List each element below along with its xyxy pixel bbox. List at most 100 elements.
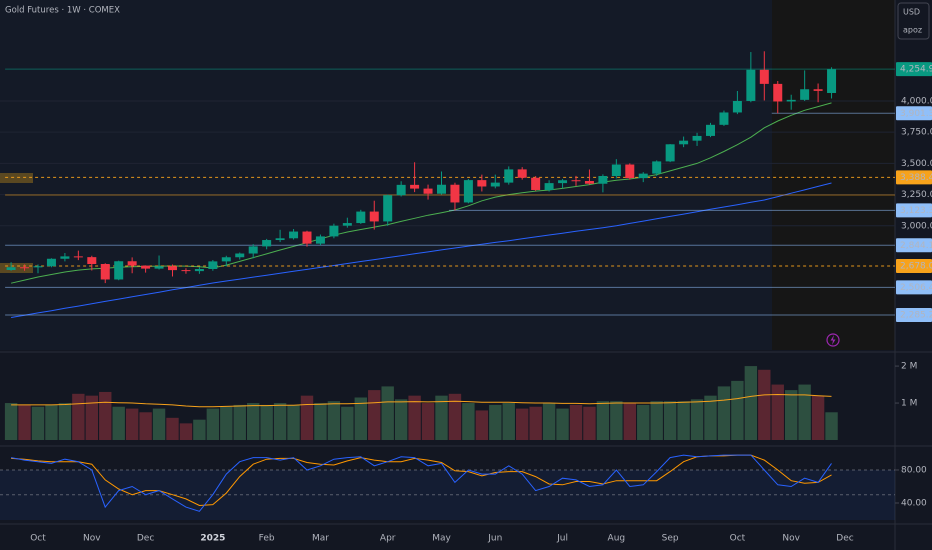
candle-body — [154, 266, 164, 269]
price-badge-label: 3,901.3 — [900, 109, 932, 119]
price-badge-label: 2,844.1 — [900, 241, 932, 251]
candle-body — [20, 267, 30, 269]
scale-settings-box[interactable] — [897, 2, 930, 40]
candle-body — [813, 89, 823, 91]
volume-tick-label: 2 M — [901, 362, 917, 372]
scale-badge[interactable]: apoz — [903, 26, 922, 35]
candle-body — [208, 261, 218, 269]
x-tick-label: Nov — [782, 534, 800, 544]
candle-body — [289, 231, 299, 239]
candle-body — [342, 223, 352, 226]
volume-bar — [273, 403, 287, 440]
candle-body — [558, 180, 568, 184]
oscillator-d — [11, 454, 832, 507]
y-tick-label: 4,000.0 — [901, 96, 932, 106]
candle-body — [477, 180, 487, 187]
x-tick-label: Apr — [380, 534, 396, 544]
price-badge — [896, 308, 932, 323]
y-tick-label: 3,750.0 — [901, 128, 932, 138]
candle-body — [611, 164, 621, 176]
candle-body — [786, 99, 796, 102]
volume-bar — [771, 384, 784, 440]
x-tick-label: Mar — [312, 534, 329, 544]
volume-tick-label: 1 M — [901, 399, 917, 409]
volume-bar — [99, 391, 112, 440]
candle-body — [598, 175, 608, 184]
volume-bar — [421, 403, 435, 440]
volume-bar — [381, 386, 394, 440]
candle-body — [100, 263, 110, 280]
plot-layer: 3,000.0 3,250.0 3,500.0 3,750.0 4,000.0 4,254… — [0, 51, 932, 544]
candle-body — [531, 177, 541, 190]
candle-body — [800, 89, 810, 100]
volume-bar — [650, 401, 663, 440]
candle-body — [423, 188, 433, 194]
volume-bar — [31, 406, 45, 440]
volume-bar — [314, 403, 327, 440]
volume-bar — [112, 406, 125, 440]
candle-body — [692, 135, 702, 141]
volume-bar — [260, 404, 273, 440]
candle-body — [87, 257, 97, 264]
price-badge — [896, 258, 932, 273]
candle-body — [719, 112, 729, 125]
volume-bar — [206, 408, 220, 440]
x-tick-label: 2025 — [200, 534, 225, 544]
volume-bar — [448, 393, 462, 440]
volume-bar — [637, 404, 650, 440]
candle-body — [625, 164, 635, 179]
volume-bar — [408, 395, 421, 440]
candle-body — [410, 184, 420, 189]
volume-bar — [825, 412, 838, 440]
candle-body — [329, 225, 339, 237]
volume-bar — [758, 369, 771, 440]
candle-body — [221, 257, 231, 262]
volume-bar — [717, 386, 731, 440]
volume-bar — [45, 404, 58, 440]
candle-body — [437, 184, 446, 194]
candle-body — [571, 180, 581, 182]
volume-bar — [704, 395, 717, 440]
candle-body — [665, 144, 675, 162]
candle-body — [746, 69, 756, 101]
volume-bar — [785, 390, 798, 440]
x-tick-label: Oct — [730, 534, 746, 544]
x-tick-label: Feb — [259, 534, 275, 544]
oscillator-k — [11, 454, 832, 512]
oscillator-tick-label: 80.00 — [901, 465, 927, 475]
alert-icon[interactable] — [826, 333, 840, 347]
candle-body — [60, 256, 70, 259]
price-badge — [896, 280, 932, 295]
volume-bar — [394, 399, 408, 440]
volume-bar — [623, 403, 636, 440]
x-tick-label: Jun — [487, 534, 502, 544]
candle-body — [638, 173, 648, 179]
volume-bar — [569, 404, 583, 440]
candle-body — [6, 267, 16, 270]
volume-bar — [462, 403, 475, 440]
volume-bar — [663, 401, 677, 440]
price-badge-label: 2,506.4 — [900, 283, 932, 293]
volume-bar — [798, 384, 811, 440]
price-badge — [896, 203, 932, 218]
price-badge — [896, 170, 932, 185]
candle-body — [33, 266, 43, 268]
price-badge-label: 4,254.9 — [900, 65, 932, 75]
candle-body — [194, 268, 204, 272]
volume-bar — [300, 395, 314, 440]
candle-body — [773, 83, 783, 102]
candle-body — [168, 266, 177, 271]
candle-body — [302, 231, 312, 244]
volume-bar — [72, 393, 85, 440]
chart-title: Gold Futures · 1W · COMEX — [5, 6, 120, 16]
x-tick-label: Dec — [137, 534, 154, 544]
x-tick-label: Sep — [662, 534, 679, 544]
volume-bar — [368, 390, 381, 440]
volume-bar — [139, 412, 152, 440]
volume-bar — [152, 408, 166, 440]
volume-bar — [354, 397, 367, 440]
candle-body — [46, 258, 56, 267]
volume-bar — [475, 410, 489, 440]
volume-bar — [556, 408, 569, 440]
currency-label[interactable]: USD — [903, 8, 920, 17]
